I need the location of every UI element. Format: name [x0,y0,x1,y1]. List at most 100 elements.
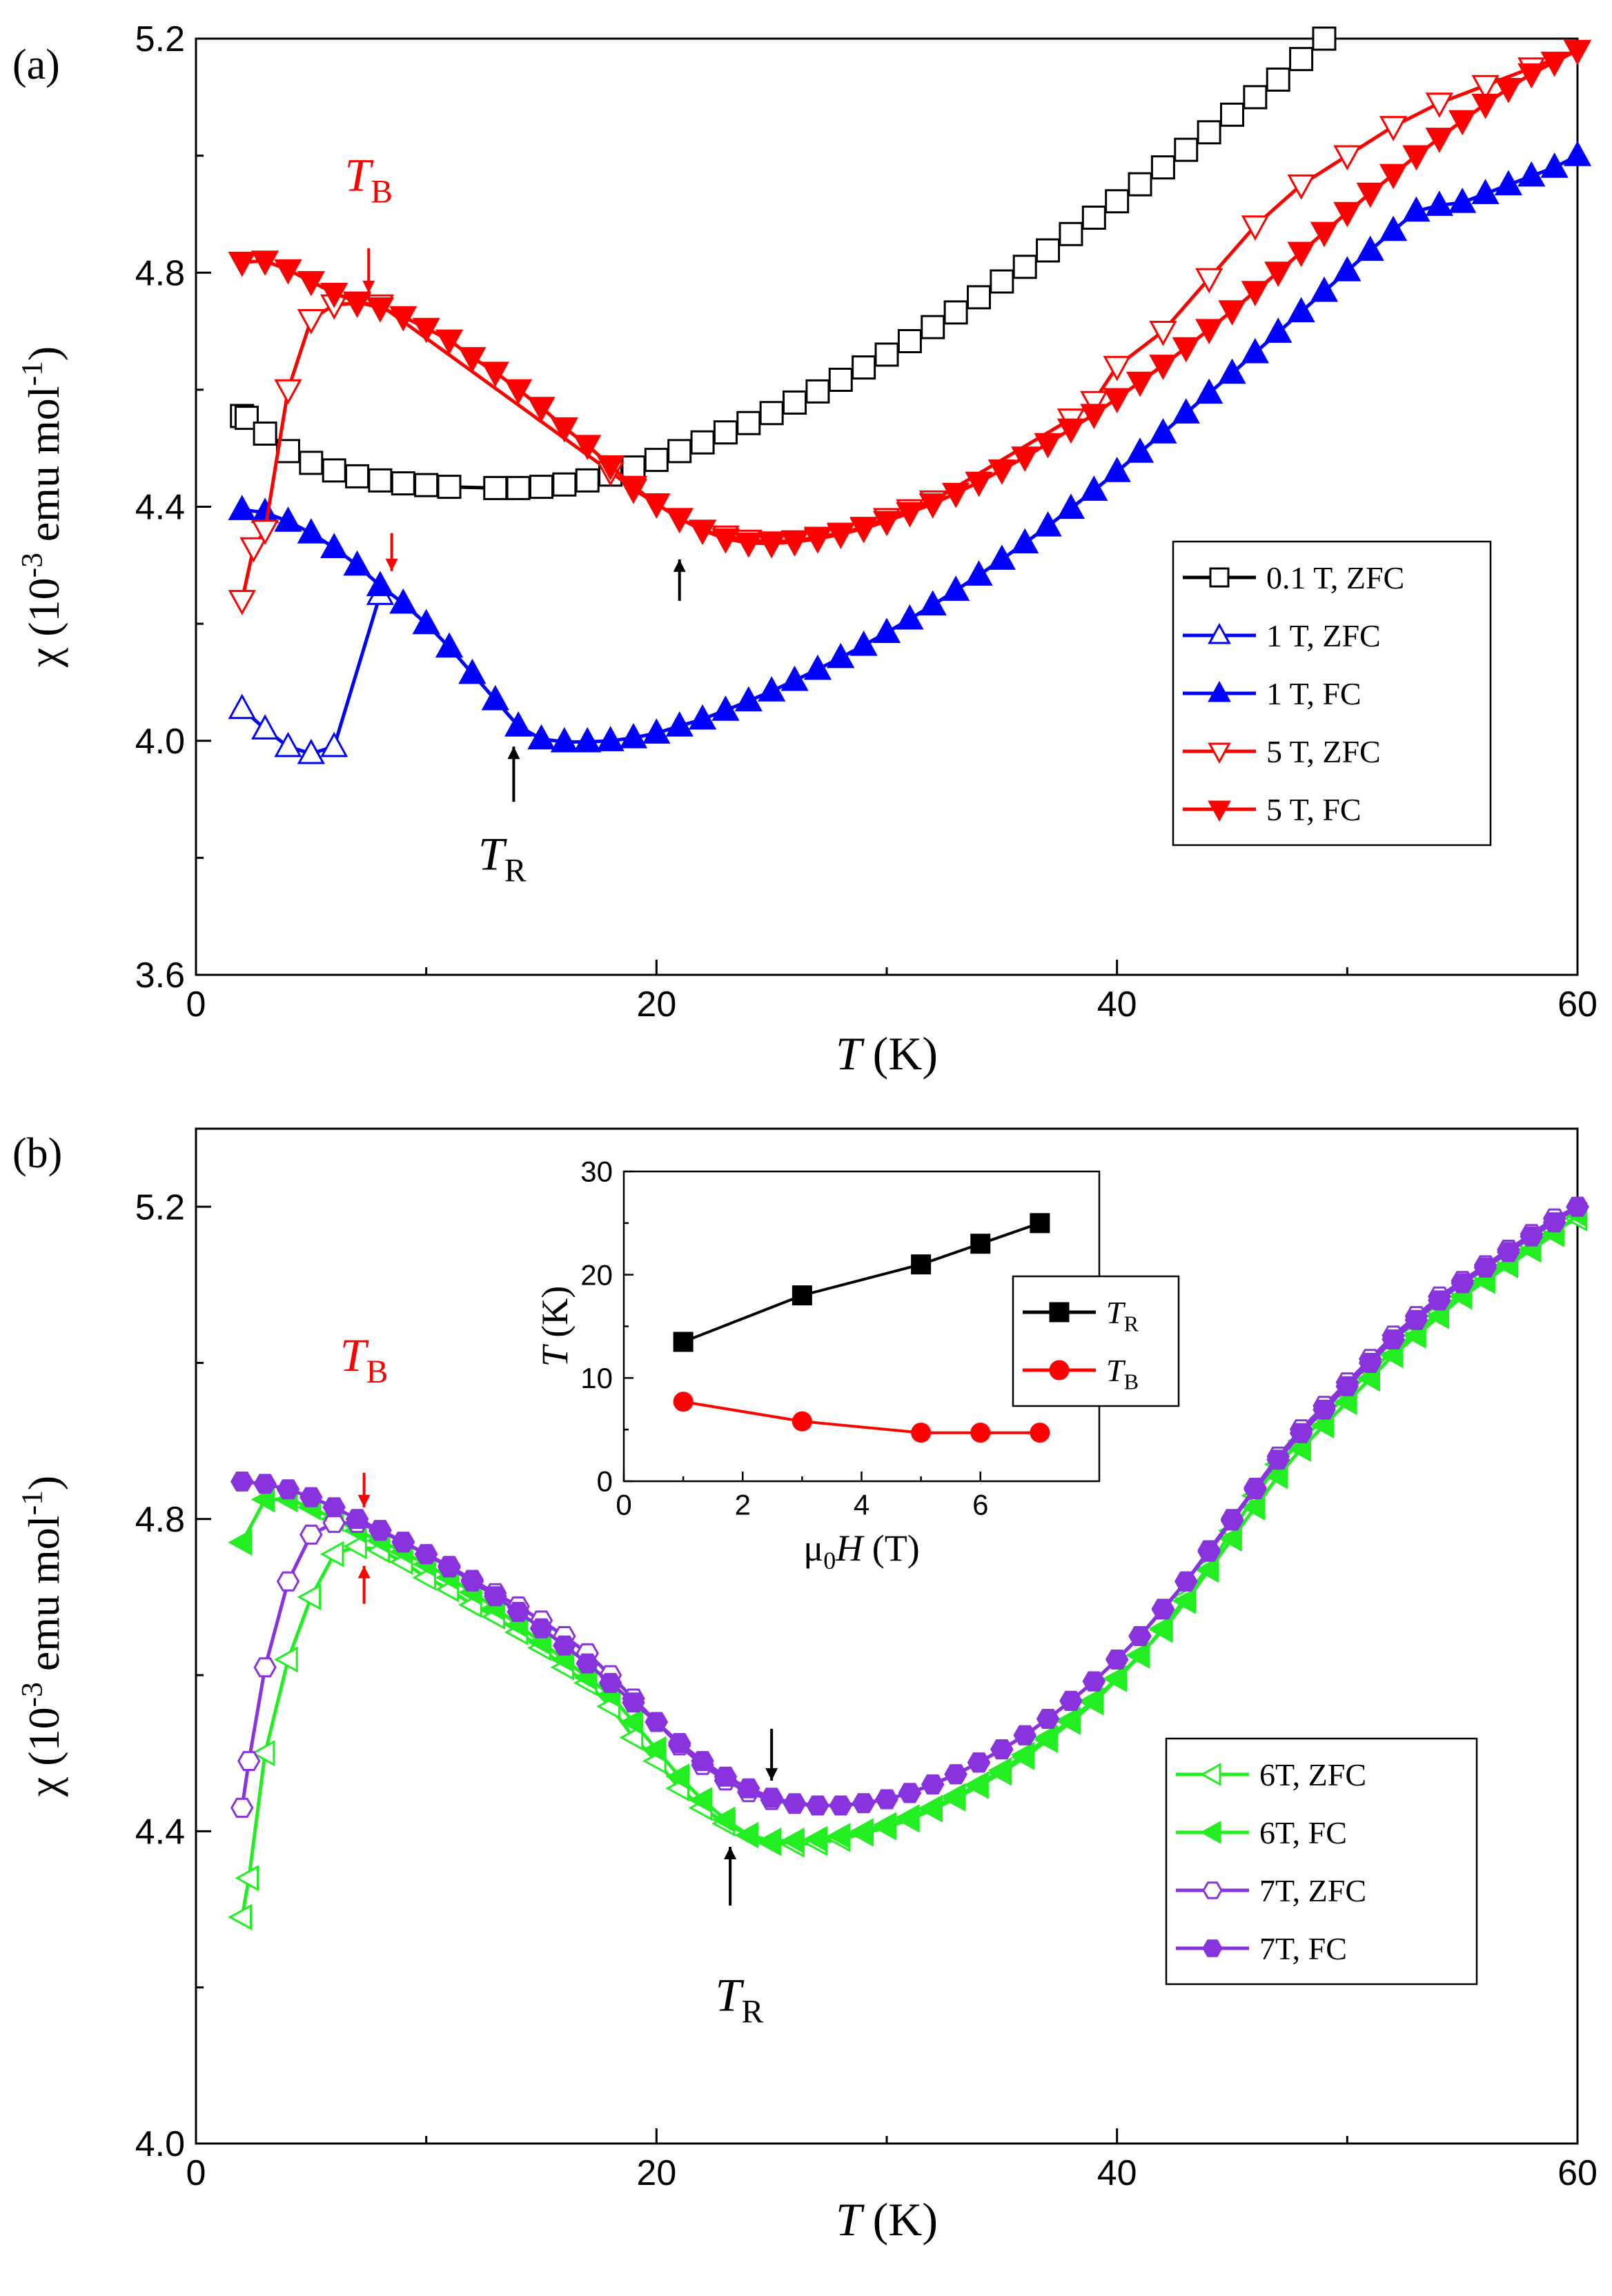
y-axis-label: χ (10-3 emu mol-1) [16,346,68,668]
data-point [250,1740,275,1767]
data-point [1080,475,1108,501]
data-point [644,448,669,473]
data-point [274,379,302,405]
data-point [757,1827,782,1854]
inset-series-t_b [673,1392,1050,1443]
data-point [1151,1599,1175,1620]
data-point [1150,155,1175,180]
data-point [484,1586,507,1607]
data-point [806,1795,829,1816]
x-tick-label: 0 [186,984,206,1025]
data-point [1149,355,1177,380]
data-point [389,306,417,332]
y-tick-label: 20 [580,1258,613,1291]
data-point [345,1509,369,1530]
data-point [759,401,784,426]
data-point [1011,446,1039,472]
x-tick-label: 20 [636,2153,676,2193]
data-point [803,1825,828,1852]
data-point [391,1532,415,1552]
legend-marker [1208,742,1231,764]
data-point [438,1557,461,1578]
panel-b: 0 20 40 604.04.44.85.2(b)χ (10-3 emu mol-1)… [12,1127,1598,2246]
data-point [852,1793,876,1814]
data-point [896,502,924,528]
data-point [665,1763,689,1790]
data-point [299,1487,323,1507]
data-point [1471,75,1500,101]
data-point [645,1712,669,1732]
data-point [458,347,486,373]
data-point [619,475,648,502]
data-point [688,519,717,545]
data-point [437,475,462,499]
data-point [1149,418,1177,444]
data-point [274,731,302,758]
data-point [1013,1725,1036,1745]
data-point [711,1806,736,1833]
data-point [1287,297,1315,323]
data-point [435,632,464,658]
data-point [1220,102,1244,127]
arrow-head [507,746,520,760]
data-point [343,550,371,576]
data-point [276,1571,300,1592]
inset-point [911,1254,932,1275]
data-point [1128,1626,1152,1646]
data-point [343,291,371,317]
data-point [412,317,440,344]
data-point [1103,1665,1127,1692]
inset-y-label: T (K) [534,1286,576,1367]
inset-point [970,1423,991,1443]
data-point [1266,1449,1290,1470]
data-point [619,722,648,749]
data-point [1563,39,1592,66]
data-point [414,473,439,497]
data-point [1079,1687,1104,1714]
data-point [737,1778,760,1799]
legend-marker [1208,680,1231,702]
data-point [1059,221,1083,246]
data-point [1218,358,1246,384]
data-point [1517,63,1546,89]
inset-point [673,1332,694,1352]
x-tick-label: 60 [1557,2153,1598,2193]
data-point [596,726,625,751]
data-point [506,475,531,500]
data-point [1126,437,1154,463]
data-point [897,328,922,353]
data-point [1335,1376,1359,1396]
arrow-head [724,1847,737,1860]
data-point [1264,261,1292,287]
data-point [760,1788,783,1808]
inset-point [970,1234,991,1254]
y-tick-label: 30 [580,1156,613,1188]
data-point [966,285,991,310]
data-point [1402,196,1431,222]
series-1-t-zfc [228,580,395,764]
data-point [780,1827,805,1854]
data-point [366,571,395,597]
data-point [576,1653,599,1674]
data-point [849,517,878,544]
x-tick-label: 20 [636,984,676,1025]
data-point [1012,255,1037,279]
y-tick-label: 4.4 [135,1812,185,1852]
data-point [228,1903,252,1930]
data-point [1197,120,1221,145]
data-point [1520,1226,1544,1247]
inset-point [792,1285,812,1306]
data-point [734,532,763,558]
data-point [619,1724,644,1751]
data-point [665,711,694,737]
data-point [734,1822,759,1849]
x-axis-label: T (K) [836,1027,938,1080]
legend-label: TR [1106,1295,1139,1336]
x-tick-label: 0 [616,1488,631,1521]
data-point [504,379,533,405]
data-point [1081,206,1106,230]
inset-point [911,1423,932,1443]
data-point [783,1793,807,1814]
data-point [228,251,256,277]
